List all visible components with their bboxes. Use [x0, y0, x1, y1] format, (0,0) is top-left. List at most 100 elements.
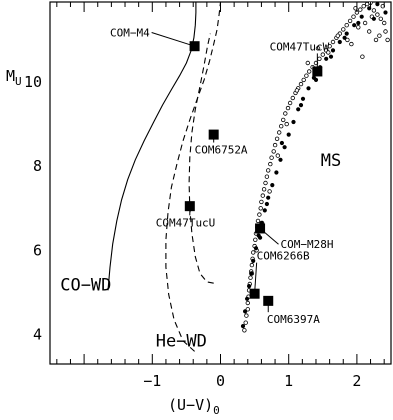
ms-star-open	[351, 14, 356, 19]
ms-star-open	[349, 41, 354, 47]
co-wd-track	[107, 2, 197, 291]
ms-star-filled	[240, 323, 246, 329]
ms-star-filled	[313, 77, 319, 83]
ms-star-open	[356, 25, 361, 30]
y-tick-label: 8	[33, 157, 42, 175]
data-points	[240, 2, 390, 333]
ms-star-filled	[264, 201, 269, 207]
ms-star-filled	[324, 56, 329, 61]
ms-star-open	[263, 180, 268, 186]
ms-star-open	[272, 142, 278, 148]
sequence-label: CO−WD	[60, 275, 111, 295]
ms-star-open	[242, 328, 247, 333]
object-leader	[151, 32, 195, 47]
ms-star-open	[320, 52, 325, 57]
object-marker	[263, 295, 274, 306]
ms-star-open	[279, 123, 284, 129]
ms-star-filled	[286, 132, 291, 137]
x-axis-label-sub: 0	[213, 404, 220, 417]
ms-star-open	[345, 37, 350, 43]
ms-star-open	[382, 20, 387, 26]
ms-star-open	[253, 237, 258, 242]
ms-star-open	[257, 212, 262, 217]
x-tick-label: 0	[216, 372, 225, 390]
ms-star-filled	[337, 39, 342, 45]
ms-star-open	[267, 189, 272, 194]
object-label: COM6752A	[195, 144, 248, 157]
ms-star-open	[249, 262, 255, 268]
ms-star-filled	[383, 10, 388, 15]
ms-star-open	[248, 275, 253, 280]
ms-star-open	[264, 174, 270, 179]
ms-star-open	[244, 313, 249, 318]
ms-star-open	[307, 69, 312, 74]
ms-star-open	[341, 27, 346, 32]
ms-star-open	[326, 50, 331, 55]
ms-star-filled	[296, 107, 301, 112]
ms-star-open	[266, 168, 271, 173]
ms-star-open	[362, 20, 368, 26]
model-curves	[107, 2, 222, 352]
ms-star-filled	[262, 208, 267, 213]
ms-star-filled	[266, 195, 271, 200]
y-tick-label: 4	[33, 326, 42, 344]
sequence-labels: CO−WD He−WD MS	[60, 151, 341, 351]
ms-star-open	[327, 44, 332, 49]
object-marker	[184, 201, 195, 212]
object-leader	[254, 262, 258, 294]
ms-star-open	[298, 81, 304, 87]
ms-star-open	[361, 3, 366, 9]
ms-star-open	[287, 100, 293, 106]
ms-star-open	[283, 111, 288, 116]
x-tick-label: 2	[352, 372, 361, 390]
y-axis-label-main: M	[6, 67, 15, 85]
ms-star-filled	[243, 309, 248, 314]
ms-star-open	[260, 193, 265, 198]
ms-star-filled	[251, 258, 256, 263]
ms-star-open	[335, 33, 340, 38]
ms-star-open	[277, 130, 282, 135]
ms-star-open	[304, 73, 309, 78]
ms-star-filled	[253, 246, 259, 251]
ms-star-filled	[306, 86, 311, 91]
tick-labels: −1 0 1 2 4 6 8 10	[24, 73, 361, 390]
ms-star-filled	[298, 103, 304, 108]
ms-star-filled	[245, 296, 250, 301]
sequence-label: MS	[321, 151, 341, 171]
x-axis-label-main: (U−V)	[168, 396, 213, 414]
ms-star-open	[305, 60, 310, 66]
ms-star-open	[383, 29, 388, 34]
ms-star-filled	[330, 48, 336, 53]
object-marker	[312, 66, 323, 77]
object-label: COM6397A	[267, 313, 320, 326]
ms-star-open	[358, 7, 363, 12]
ms-star-open	[274, 136, 280, 141]
ms-star-filled	[328, 54, 334, 59]
ms-star-filled	[282, 145, 287, 150]
y-tick-label: 10	[24, 73, 42, 91]
ms-star-open	[301, 77, 306, 83]
he-wd-track-2	[188, 33, 214, 284]
object-marker	[208, 129, 219, 140]
ms-star-open	[269, 155, 274, 160]
object-marker	[255, 223, 266, 234]
ms-star-filled	[375, 2, 380, 7]
ms-star-open	[315, 46, 321, 51]
ms-star-filled	[247, 283, 252, 289]
ms-star-open	[243, 320, 248, 325]
ms-star-filled	[270, 183, 275, 188]
ms-star-filled	[291, 119, 296, 125]
x-axis-label: (U−V)0	[168, 396, 220, 417]
ms-star-filled	[279, 140, 284, 146]
object-label: COM−M4	[110, 27, 150, 40]
ms-star-filled	[249, 271, 254, 276]
object-label: COM6266B	[257, 250, 310, 263]
ms-star-open	[284, 121, 289, 127]
ms-star-filled	[352, 23, 357, 28]
ms-star-filled	[300, 96, 306, 101]
x-tick-label: 1	[284, 372, 293, 390]
ms-star-filled	[356, 20, 361, 26]
he-wd-track-1	[165, 2, 222, 352]
ms-star-open	[385, 37, 390, 43]
object-label: COM−M28H	[281, 238, 334, 251]
